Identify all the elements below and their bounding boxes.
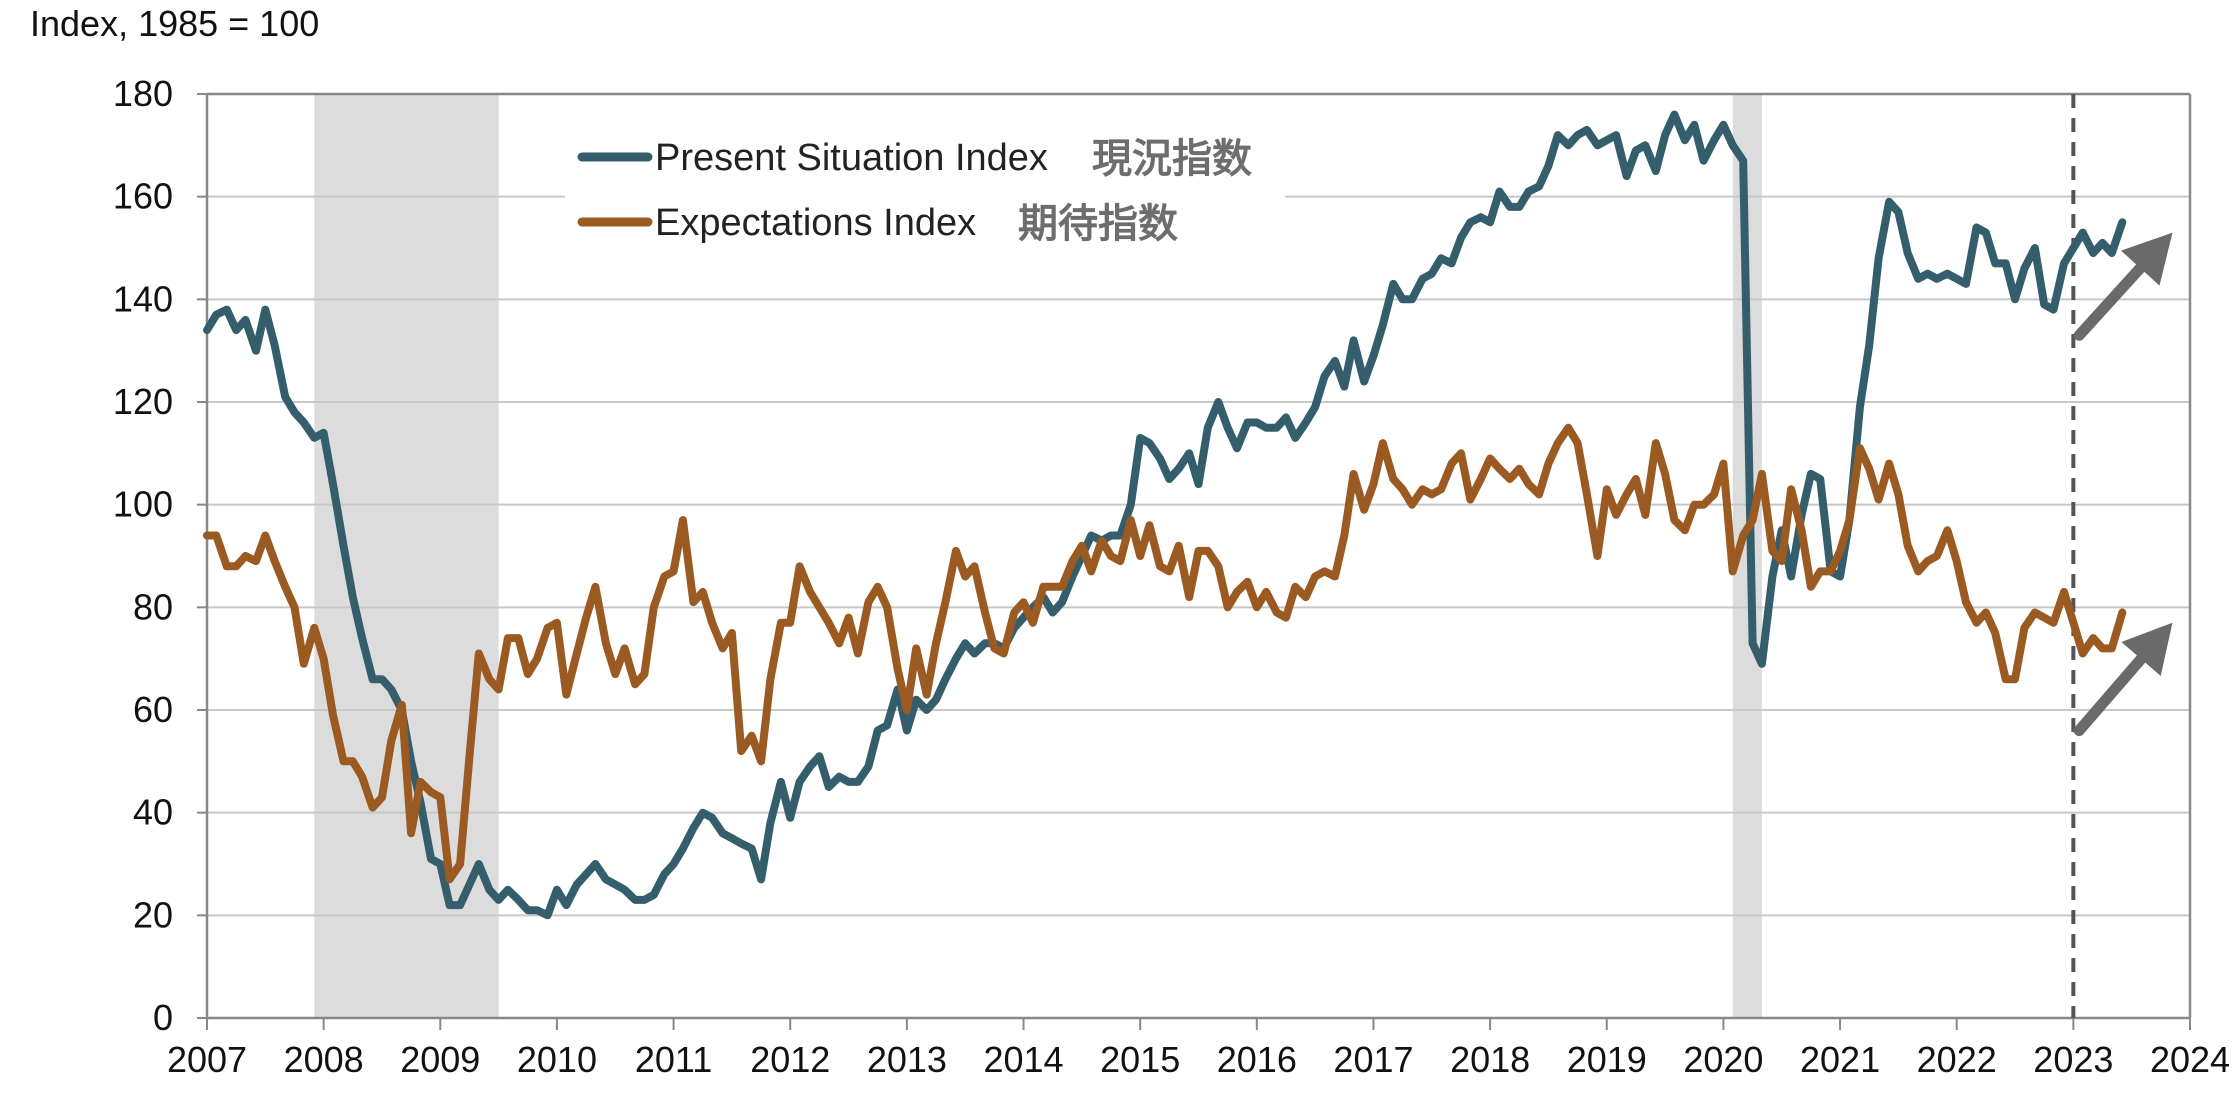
trend-arrow-2 (2073, 622, 2173, 737)
y-tick-label-160: 160 (113, 176, 173, 217)
y-axis-unit-label: Index, 1985 = 100 (30, 3, 319, 44)
y-tick-label-20: 20 (133, 894, 173, 935)
x-tick-label-2019: 2019 (1567, 1039, 1647, 1080)
x-tick-label-2010: 2010 (517, 1039, 597, 1080)
y-tick-label-40: 40 (133, 792, 173, 833)
series-group (203, 110, 2127, 920)
series-line-expectations (203, 423, 2127, 884)
x-tick-label-2012: 2012 (750, 1039, 830, 1080)
x-tick-label-2009: 2009 (400, 1039, 480, 1080)
y-tick-label-140: 140 (113, 278, 173, 319)
x-tick-label-2018: 2018 (1450, 1039, 1530, 1080)
x-tick-label-2015: 2015 (1100, 1039, 1180, 1080)
x-tick-label-2020: 2020 (1683, 1039, 1763, 1080)
x-tick-label-2016: 2016 (1217, 1039, 1297, 1080)
x-tick-label-2011: 2011 (635, 1039, 712, 1080)
y-tick-label-60: 60 (133, 689, 173, 730)
trend-arrow-shaft-1 (2073, 262, 2146, 341)
x-tick-label-2008: 2008 (284, 1039, 364, 1080)
y-tick-label-0: 0 (153, 997, 173, 1038)
x-tick-label-2007: 2007 (167, 1039, 247, 1080)
x-tick-label-2014: 2014 (983, 1039, 1063, 1080)
series-line-present-situation (203, 110, 2127, 920)
trend-arrow-head-2 (2121, 622, 2173, 676)
x-tick-label-2017: 2017 (1333, 1039, 1413, 1080)
y-tick-label-180: 180 (113, 73, 173, 114)
legend-label-expectations-cjk: 期待指数 (1018, 201, 1178, 247)
y-axis-ticks-group: 0 20 40 60 80 100 120 140 160 180 (113, 73, 207, 1038)
x-tick-label-2022: 2022 (1917, 1039, 1997, 1080)
x-tick-label-2013: 2013 (867, 1039, 947, 1080)
x-tick-label-2021: 2021 (1800, 1039, 1880, 1080)
y-tick-label-80: 80 (133, 586, 173, 627)
x-tick-label-2023: 2023 (2033, 1039, 2113, 1080)
y-tick-label-100: 100 (113, 484, 173, 525)
trend-arrow-1 (2073, 232, 2173, 341)
trend-arrow-head-1 (2121, 232, 2173, 286)
legend-label-expectations: Expectations Index (655, 202, 976, 244)
legend-label-present-situation-cjk: 現況指数 (1092, 136, 1252, 182)
legend-background (565, 118, 1285, 258)
plot-frame-group (205, 92, 2192, 1020)
x-axis-ticks-group: 2007 2008 2009 2010 2011 2012 2013 2014 2015 2016… (167, 1018, 2230, 1080)
x-tick-label-2024: 2024 (2150, 1039, 2230, 1080)
legend-label-present-situation: Present Situation Index (655, 137, 1048, 179)
y-tick-label-120: 120 (113, 381, 173, 422)
legend: Present Situation Index 現況指数 Expectation… (565, 118, 1285, 258)
trend-arrow-shaft-2 (2073, 653, 2147, 737)
annotation-arrows-group (2073, 232, 2173, 737)
